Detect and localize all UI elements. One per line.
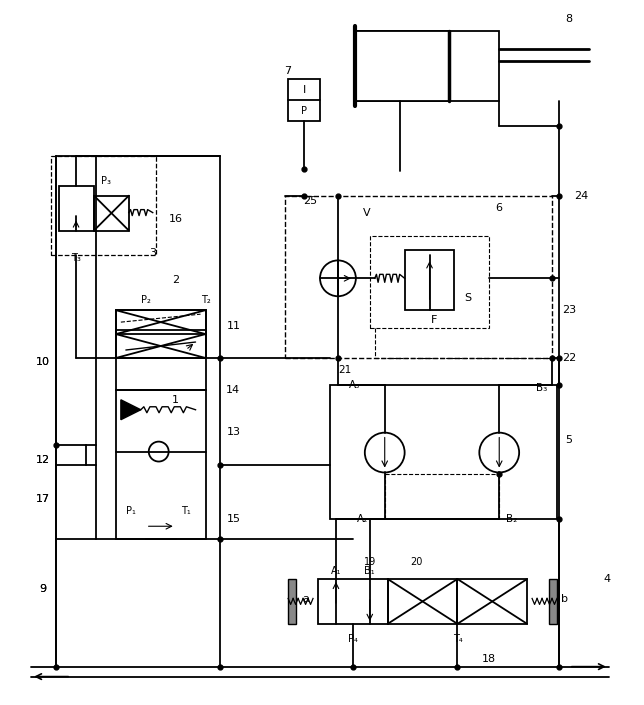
Bar	[94, 196, 129, 231]
Text: F: F	[431, 315, 438, 325]
Text: 19: 19	[364, 557, 376, 567]
Text: A₁: A₁	[330, 566, 341, 576]
Bar	[549, 579, 557, 624]
Bar	[116, 310, 205, 334]
Bar	[51, 156, 156, 255]
Text: 12: 12	[36, 455, 50, 465]
Text: 21: 21	[338, 365, 352, 375]
Text: 17: 17	[36, 494, 50, 504]
Bar	[355, 32, 450, 101]
Text: 22: 22	[562, 353, 576, 363]
Text: 13: 13	[227, 427, 240, 436]
Text: P: P	[301, 106, 307, 116]
Text: T₃: T₃	[71, 253, 81, 264]
Text: B₂: B₂	[506, 514, 516, 525]
Text: T₄: T₄	[453, 634, 462, 644]
Text: 20: 20	[410, 557, 422, 567]
Text: 17: 17	[36, 494, 50, 504]
Bar	[355, 32, 499, 101]
Text: a: a	[303, 594, 310, 604]
Bar	[404, 250, 455, 310]
Text: P₂: P₂	[141, 295, 151, 305]
Text: 10: 10	[36, 357, 50, 367]
Text: 12: 12	[36, 455, 50, 465]
Text: 4: 4	[603, 574, 611, 584]
Text: S: S	[464, 293, 471, 303]
Bar	[370, 235, 489, 328]
Bar	[457, 579, 527, 624]
Bar	[330, 385, 557, 520]
Bar	[285, 196, 552, 358]
Text: b: b	[562, 594, 569, 604]
Text: 23: 23	[562, 305, 576, 315]
Bar	[288, 579, 296, 624]
Bar	[116, 330, 205, 390]
Text: T₁: T₁	[181, 506, 191, 516]
Text: P₄: P₄	[348, 634, 358, 644]
Text: 11: 11	[227, 321, 240, 331]
Text: B₃: B₃	[536, 383, 547, 393]
Bar	[388, 579, 457, 624]
Text: 25: 25	[303, 196, 317, 206]
Bar	[59, 185, 94, 231]
Bar	[116, 390, 205, 539]
Text: 9: 9	[40, 584, 47, 594]
Bar	[116, 310, 205, 358]
Text: B₁: B₁	[365, 566, 375, 576]
Polygon shape	[121, 400, 141, 419]
Text: I: I	[303, 85, 306, 95]
Text: P₃: P₃	[101, 176, 111, 185]
Text: 14: 14	[226, 385, 240, 395]
Text: 24: 24	[574, 190, 588, 201]
Text: 2: 2	[172, 276, 179, 286]
Bar	[318, 579, 388, 624]
Text: 8: 8	[565, 14, 573, 25]
Bar	[288, 79, 320, 121]
Text: 7: 7	[285, 66, 292, 76]
Text: A₃: A₃	[349, 380, 361, 390]
Text: 3: 3	[149, 248, 156, 259]
Text: A₂: A₂	[357, 514, 368, 525]
Text: T₂: T₂	[201, 295, 211, 305]
Text: 9: 9	[40, 584, 47, 594]
Text: 5: 5	[565, 434, 573, 445]
Text: 18: 18	[482, 654, 497, 663]
Text: 1: 1	[172, 395, 179, 405]
Text: 16: 16	[169, 214, 183, 223]
Text: 6: 6	[496, 202, 503, 213]
Text: P₁: P₁	[126, 506, 136, 516]
Text: V: V	[363, 207, 370, 218]
Text: 15: 15	[227, 514, 240, 525]
Text: 10: 10	[36, 357, 50, 367]
